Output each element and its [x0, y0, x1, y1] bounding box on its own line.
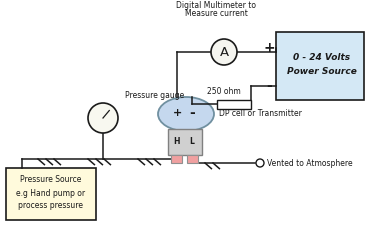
Circle shape — [88, 103, 118, 133]
Text: +: + — [172, 108, 182, 118]
Text: A: A — [220, 45, 228, 58]
Text: +: + — [263, 41, 275, 55]
FancyBboxPatch shape — [168, 129, 202, 155]
Text: 250 ohm: 250 ohm — [207, 88, 241, 96]
Text: Pressure Source: Pressure Source — [20, 176, 82, 184]
Text: Vented to Atmosphere: Vented to Atmosphere — [267, 158, 353, 168]
Text: Pressure gauge: Pressure gauge — [125, 91, 184, 100]
Text: L: L — [190, 136, 194, 146]
Text: -: - — [189, 106, 195, 120]
Circle shape — [256, 159, 264, 167]
Text: 0 - 24 Volts: 0 - 24 Volts — [293, 54, 351, 62]
FancyBboxPatch shape — [217, 99, 251, 109]
Ellipse shape — [158, 97, 214, 131]
Circle shape — [211, 39, 237, 65]
Text: DP cell or Transmitter: DP cell or Transmitter — [219, 110, 302, 118]
FancyBboxPatch shape — [187, 155, 198, 163]
Text: H: H — [174, 136, 180, 146]
Text: process pressure: process pressure — [18, 201, 83, 211]
Text: -: - — [266, 79, 272, 93]
Text: Measure current: Measure current — [184, 10, 248, 18]
Text: e.g Hand pump or: e.g Hand pump or — [17, 189, 86, 197]
FancyBboxPatch shape — [171, 155, 182, 163]
FancyBboxPatch shape — [276, 32, 364, 100]
FancyBboxPatch shape — [6, 168, 96, 220]
Text: Digital Multimeter to: Digital Multimeter to — [176, 1, 256, 11]
Text: Power Source: Power Source — [287, 66, 357, 76]
